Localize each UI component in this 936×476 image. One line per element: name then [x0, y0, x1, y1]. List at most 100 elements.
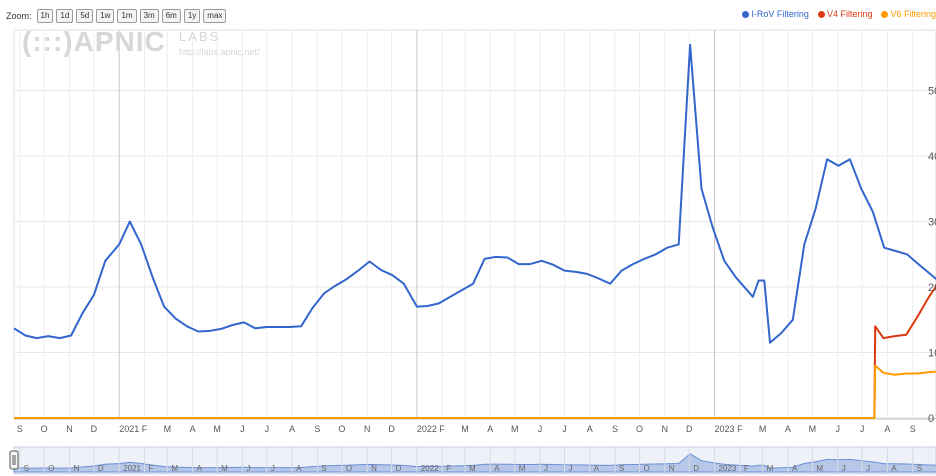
navigator-tick-label: F [744, 464, 749, 473]
x-tick-label: N [66, 424, 73, 434]
x-tick-label: F [439, 424, 445, 434]
zoom-controls: Zoom: 1h 1d 5d 1w 1m 3m 6m 1y max [6, 9, 227, 23]
navigator-tick-label: S [917, 464, 922, 473]
x-tick-label: D [686, 424, 693, 434]
x-tick-label: J [835, 424, 840, 434]
zoom-1d-button[interactable]: 1d [56, 9, 74, 23]
x-tick-label: A [785, 424, 791, 434]
chart-series [13, 43, 936, 419]
navigator-tick-label: J [246, 464, 250, 473]
watermark-logo: (:::)APNIC [22, 26, 166, 57]
legend-i-rov-label: I-RoV Filtering [751, 9, 809, 19]
navigator-tick-label: S [24, 464, 29, 473]
x-tick-label: S [17, 424, 23, 434]
x-tick-label: S [910, 424, 916, 434]
navigator-tick-label: M [767, 464, 774, 473]
range-navigator[interactable]: S O N D 2021 F M A M J J A S O N D 2022 F M A M J J A S O N D 2023 F M… [9, 446, 936, 475]
y-tick-label: 10 [928, 348, 936, 360]
x-tick-label: 2021 [119, 424, 139, 434]
navigator-tick-label: A [891, 464, 897, 473]
x-tick-label: M [759, 424, 767, 434]
legend-item-v4[interactable]: V4 Filtering [817, 9, 873, 19]
x-tick-label: M [511, 424, 519, 434]
navigator-tick-label: A [494, 464, 500, 473]
series-line-v4 [873, 284, 936, 419]
x-tick-label: A [884, 424, 890, 434]
zoom-1m-button[interactable]: 1m [117, 9, 137, 23]
navigator-tick-label: M [171, 464, 178, 473]
y-tick-label: 30 [928, 217, 936, 229]
y-tick-label: 0 [928, 413, 934, 425]
legend-v6-marker-icon [881, 10, 889, 18]
zoom-max-button[interactable]: max [203, 9, 227, 23]
watermark-labs: LABS [179, 29, 221, 44]
navigator-tick-label: J [568, 464, 572, 473]
zoom-5d-button[interactable]: 5d [76, 9, 94, 23]
x-tick-label: 2023 [715, 424, 735, 434]
x-tick-label: N [364, 424, 371, 434]
navigator-tick-label: S [619, 464, 624, 473]
x-tick-label: J [860, 424, 865, 434]
navigator-tick-label: A [197, 464, 203, 473]
x-tick-label: A [289, 424, 295, 434]
x-tick-label: A [190, 424, 196, 434]
x-tick-label: D [388, 424, 395, 434]
navigator-tick-label: M [816, 464, 823, 473]
navigator-tick-label: O [346, 464, 352, 473]
y-tick-label: 20 [928, 282, 936, 294]
x-tick-label: M [164, 424, 172, 434]
legend-v4-marker-icon [817, 10, 825, 18]
navigator-tick-label: J [271, 464, 275, 473]
navigator-tick-label: F [148, 464, 153, 473]
x-tick-label: S [314, 424, 320, 434]
x-tick-label: M [213, 424, 221, 434]
x-tick-label: N [662, 424, 669, 434]
y-axis-labels: 50 40 30 20 10 0 [928, 86, 936, 426]
navigator-tick-label: J [544, 464, 548, 473]
x-tick-label: O [338, 424, 345, 434]
navigator-tick-label: S [321, 464, 326, 473]
legend-v4-label: V4 Filtering [826, 9, 873, 19]
x-tick-label: J [538, 424, 543, 434]
zoom-3m-button[interactable]: 3m [139, 9, 159, 23]
legend-item-i-rov[interactable]: I-RoV Filtering [742, 9, 809, 19]
series-line-i-rov [13, 43, 936, 344]
x-tick-label: F [737, 424, 743, 434]
x-tick-label: F [142, 424, 148, 434]
navigator-tick-label: A [296, 464, 302, 473]
legend-item-v6[interactable]: V6 Filtering [881, 9, 936, 19]
navigator-tick-label: N [669, 464, 675, 473]
zoom-6m-button[interactable]: 6m [161, 9, 181, 23]
y-tick-label: 50 [928, 86, 936, 98]
navigator-tick-label: F [446, 464, 451, 473]
navigator-tick-label: D [98, 464, 104, 473]
navigator-tick-label: N [371, 464, 377, 473]
zoom-1w-button[interactable]: 1w [96, 9, 115, 23]
navigator-tick-label: 2021 [123, 464, 141, 473]
x-tick-label: A [487, 424, 493, 434]
navigator-tick-label: J [842, 464, 846, 473]
x-tick-label: S [612, 424, 618, 434]
navigator-tick-label: A [594, 464, 600, 473]
navigator-left-handle[interactable] [9, 450, 19, 470]
zoom-1h-button[interactable]: 1h [36, 9, 54, 23]
chart-legend: I-RoV Filtering V4 Filtering V6 Filterin… [742, 9, 936, 19]
y-tick-label: 40 [928, 151, 936, 163]
x-tick-label: M [461, 424, 469, 434]
navigator-tick-label: J [866, 464, 870, 473]
x-tick-label: O [41, 424, 48, 434]
navigator-tick-label: M [469, 464, 476, 473]
zoom-1y-button[interactable]: 1y [183, 9, 201, 23]
navigator-tick-label: O [48, 464, 54, 473]
x-tick-label: D [91, 424, 98, 434]
x-tick-label: 2022 [417, 424, 437, 434]
x-tick-label: M [809, 424, 817, 434]
navigator-tick-label: N [73, 464, 79, 473]
x-axis-labels: S O N D 2021 F M A M J J A S O N D 2022 F M A M J J A S O N D 2023 F M… [17, 424, 916, 434]
series-line-v6 [14, 364, 936, 419]
zoom-label: Zoom: [6, 11, 32, 21]
x-tick-label: A [587, 424, 593, 434]
apnic-labs-watermark: (:::)APNIC LABS http://labs.apnic.net/ [22, 26, 260, 58]
navigator-tick-label: M [221, 464, 228, 473]
